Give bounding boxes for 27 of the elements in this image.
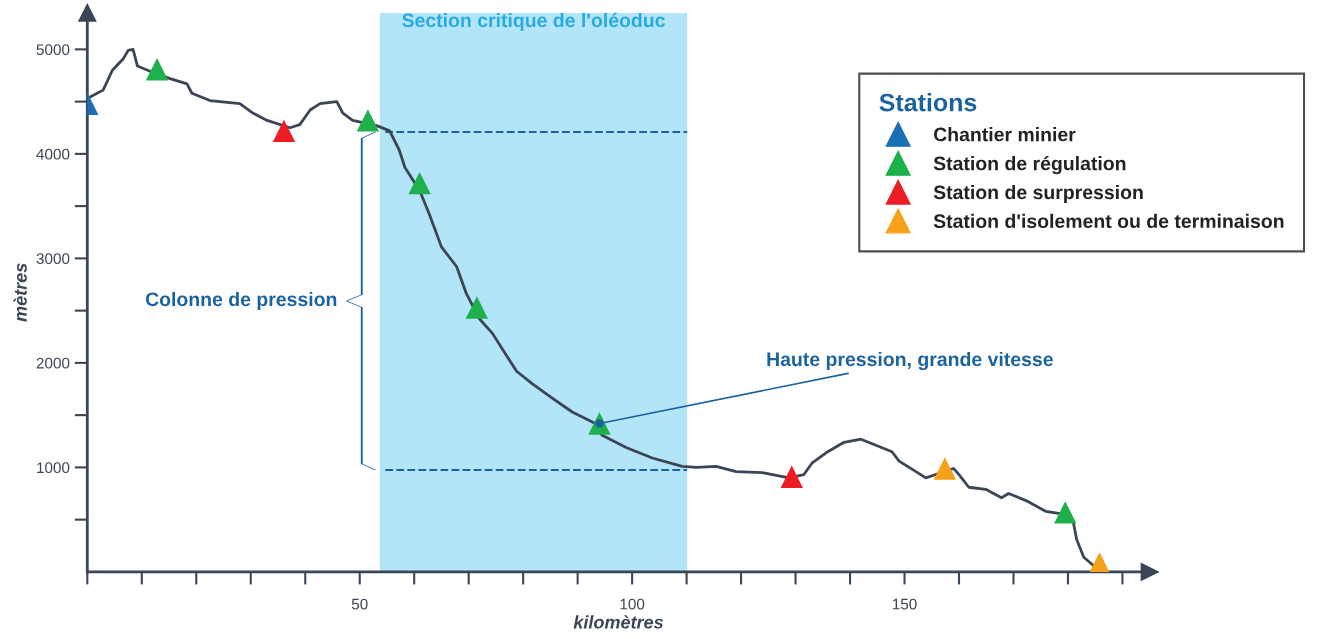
- point: [1054, 501, 1077, 524]
- point: [356, 109, 380, 132]
- point: [272, 119, 296, 143]
- x-tick-label: 50: [351, 598, 368, 610]
- band-label: Section critique de l'oléoduc: [402, 12, 665, 32]
- annotation: Colonne de pression: [145, 291, 337, 311]
- legend-label: Station de régulation: [933, 155, 1126, 175]
- point: [933, 457, 957, 480]
- legend-label: Station de surpression: [933, 184, 1143, 204]
- x-tick-label: 150: [892, 598, 917, 610]
- point: [408, 171, 431, 195]
- annotation: Haute pression, grande vitesse: [767, 351, 1053, 371]
- x-tick-label: 100: [620, 598, 645, 610]
- point: [145, 58, 169, 81]
- point: [1088, 552, 1111, 572]
- y-axis-title: mètres: [13, 263, 27, 322]
- y-tick-label: 3000: [36, 253, 70, 265]
- legend-label: Chantier minier: [933, 127, 1076, 142]
- y-tick-label: 4000: [36, 148, 70, 160]
- point: [780, 465, 803, 488]
- y-tick-label: 2000: [36, 357, 70, 369]
- y-tick-label: 1000: [37, 462, 70, 474]
- legend-title: Stations: [879, 93, 977, 112]
- y-tick-label: 5000: [36, 44, 70, 56]
- legend-label: Station d'isolement ou de terminaison: [933, 213, 1284, 229]
- x-axis-title: kilomètres: [573, 615, 664, 629]
- point: [465, 296, 489, 319]
